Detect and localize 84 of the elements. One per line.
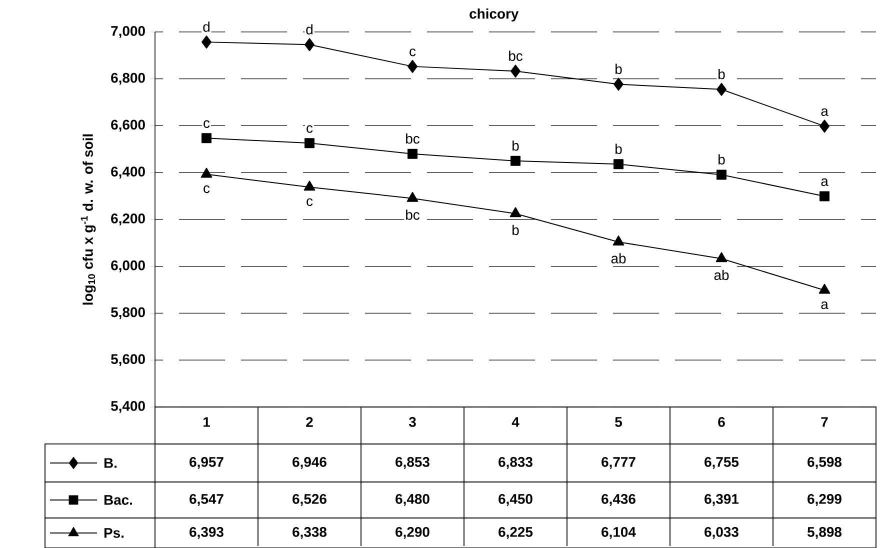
point xyxy=(614,78,624,91)
annotation: b xyxy=(512,224,519,236)
annotation: ab xyxy=(611,253,626,264)
data-label: 5,898 xyxy=(807,527,842,539)
legend-label: Bac. xyxy=(104,495,132,505)
annotation: c xyxy=(306,198,313,206)
point xyxy=(818,284,830,294)
data-label: 6,777 xyxy=(602,457,636,469)
data-label: 6,299 xyxy=(808,494,842,506)
x-tick-label: 6 xyxy=(718,417,725,427)
point xyxy=(614,159,624,170)
legend-label: Ps. xyxy=(104,528,124,538)
point xyxy=(510,64,521,78)
x-tick-label: 4 xyxy=(512,417,520,427)
data-label: 6,853 xyxy=(396,457,430,469)
point xyxy=(200,168,212,178)
data-label: 6,547 xyxy=(190,494,224,506)
point xyxy=(716,252,728,262)
data-label: 6,225 xyxy=(498,527,533,539)
point xyxy=(408,60,418,73)
annotation: b xyxy=(616,64,622,74)
chart-title: chicory xyxy=(470,8,519,22)
data-label: 6,946 xyxy=(292,457,326,469)
data-label: 6,338 xyxy=(292,527,327,539)
data-label: 6,450 xyxy=(498,494,532,506)
annotation: d xyxy=(203,22,210,32)
annotation: b xyxy=(718,68,725,80)
x-tick-label: 1 xyxy=(204,417,210,427)
data-label: 6,436 xyxy=(602,494,636,506)
annotation: b xyxy=(616,144,622,154)
annotation: c xyxy=(204,120,210,128)
data-label: 6,290 xyxy=(396,527,430,539)
point xyxy=(510,207,522,218)
x-tick-label: 2 xyxy=(306,417,313,427)
annotation: c xyxy=(410,48,416,56)
data-label: 6,957 xyxy=(190,457,224,469)
point xyxy=(716,170,727,180)
legend-label: B. xyxy=(104,458,117,468)
data-label: 6,393 xyxy=(190,527,224,539)
y-tick-label: 6,200 xyxy=(111,214,145,226)
annotation: b xyxy=(512,140,519,151)
y-tick-label: 6,400 xyxy=(111,166,145,179)
data-label: 6,391 xyxy=(704,494,739,506)
point xyxy=(304,180,316,191)
point xyxy=(820,120,830,133)
data-label: 6,104 xyxy=(602,527,636,539)
point xyxy=(202,133,212,144)
point xyxy=(304,138,315,148)
x-tick-label: 7 xyxy=(821,417,828,427)
point xyxy=(408,148,418,159)
data-label: 6,526 xyxy=(292,494,326,506)
point xyxy=(304,38,315,52)
annotation: a xyxy=(821,108,828,116)
y-tick-label: 5,400 xyxy=(111,401,145,413)
point xyxy=(510,156,521,166)
annotation: bc xyxy=(406,133,420,144)
x-tick-label: 5 xyxy=(615,417,622,427)
y-tick-label: 5,600 xyxy=(111,354,145,366)
data-label: 6,033 xyxy=(704,527,738,539)
annotation: a xyxy=(821,301,828,310)
data-label: 6,833 xyxy=(498,457,532,469)
annotation: a xyxy=(821,178,828,186)
y-tick-label: 6,600 xyxy=(111,120,145,132)
data-label: 6,480 xyxy=(396,494,430,506)
annotation: c xyxy=(204,185,210,194)
point xyxy=(202,36,212,49)
annotation: bc xyxy=(509,50,523,61)
y-tick-label: 7,000 xyxy=(111,26,145,38)
y-tick-label: 6,000 xyxy=(111,260,145,272)
point xyxy=(406,192,418,202)
annotation: bc xyxy=(406,210,420,220)
y-tick-label: 5,800 xyxy=(111,307,145,320)
point xyxy=(612,235,624,246)
annotation: ab xyxy=(714,270,729,280)
x-tick-label: 3 xyxy=(408,417,416,427)
y-axis-title: log$_{10}$ cfu x g$^{-1}$ d. w. of soil xyxy=(80,134,96,305)
data-label: 6,598 xyxy=(808,457,842,469)
annotation: d xyxy=(306,24,312,34)
annotation: b xyxy=(718,154,725,165)
annotation: c xyxy=(306,125,313,133)
y-tick-label: 6,800 xyxy=(111,72,145,85)
point xyxy=(820,191,830,202)
point xyxy=(716,82,727,96)
data-label: 6,755 xyxy=(704,457,739,469)
